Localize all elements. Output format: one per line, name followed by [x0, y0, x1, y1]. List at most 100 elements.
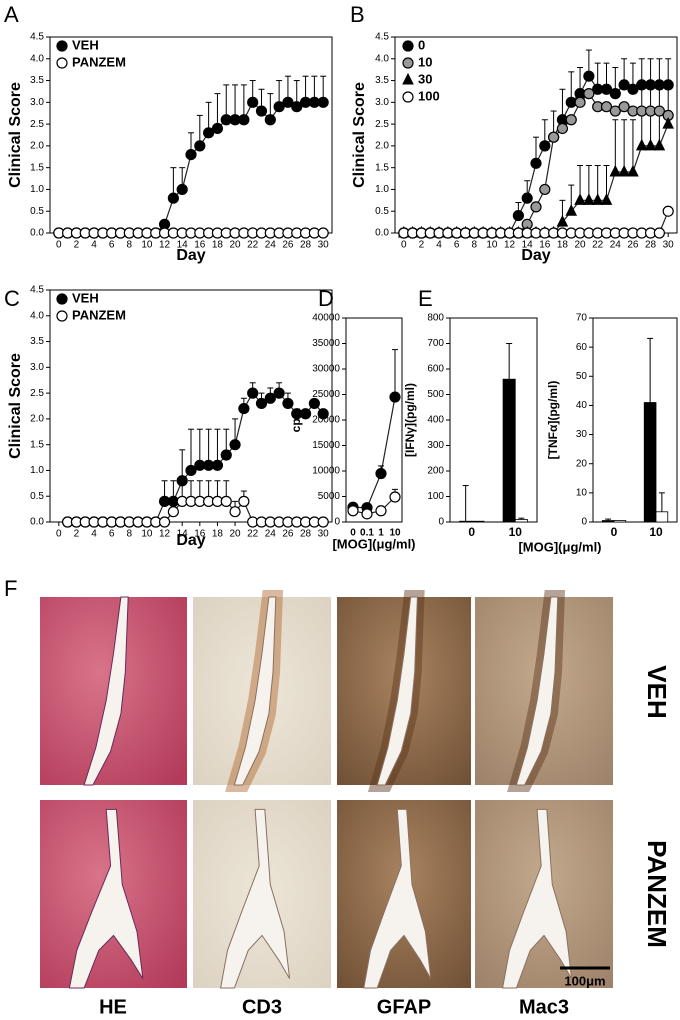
vessel — [68, 808, 144, 989]
x-tick-label: 22 — [247, 240, 259, 251]
data-point — [556, 214, 569, 227]
y-tick-label: 200 — [427, 466, 444, 477]
data-point — [618, 79, 630, 91]
bar — [502, 378, 516, 523]
y-tick-label: 35000 — [312, 338, 340, 349]
data-point — [389, 391, 401, 403]
data-point — [185, 149, 197, 161]
y-tick-label: 3.0 — [30, 362, 44, 373]
legend-label: VEH — [72, 37, 99, 52]
data-point — [255, 105, 268, 117]
data-point — [600, 83, 613, 95]
data-point — [635, 138, 648, 151]
bar — [459, 520, 473, 523]
y-tick-label: 700 — [427, 338, 444, 349]
x-tick-label: 30 — [318, 529, 330, 540]
row-label: VEH — [642, 665, 672, 718]
x-tick-label: 26 — [627, 240, 639, 251]
plot-frame — [449, 317, 538, 523]
data-point — [662, 116, 674, 129]
data-point — [238, 114, 250, 126]
plot-frame — [49, 289, 333, 523]
data-point — [530, 201, 542, 213]
y-axis-label: [TNFα](pg/ml) — [546, 381, 560, 460]
y-tick-label: 5000 — [318, 491, 341, 502]
y-axis-label: Clinical Score — [351, 82, 368, 188]
y-tick-label: 2.0 — [375, 141, 389, 152]
data-point — [238, 495, 250, 507]
data-point — [574, 193, 586, 205]
data-point — [361, 508, 373, 520]
data-point — [600, 193, 613, 205]
y-tick-label: 10000 — [312, 466, 340, 477]
data-point — [167, 192, 179, 204]
x-tick-label: 4 — [91, 240, 97, 251]
legend-marker — [402, 57, 414, 69]
x-tick-label: 18 — [557, 240, 569, 251]
data-point — [229, 506, 241, 518]
column-label: GFAP — [377, 996, 431, 1018]
x-tick-label: 12 — [504, 240, 516, 251]
y-axis-label: cpm — [289, 408, 303, 433]
vessel — [515, 596, 559, 786]
x-tick-label: 0 — [401, 240, 407, 251]
y-tick-label: 10 — [576, 487, 588, 498]
y-tick-label: 600 — [427, 364, 444, 375]
y-tick-label: 0.5 — [375, 206, 389, 217]
series-line — [58, 101, 324, 234]
data-point — [347, 505, 359, 517]
x-tick-label: 24 — [265, 240, 277, 251]
y-tick-label: 2.0 — [30, 141, 44, 152]
data-point — [565, 114, 577, 126]
x-axis-label: Day — [176, 247, 205, 264]
y-tick-label: 0.0 — [30, 228, 44, 239]
y-tick-label: 30000 — [312, 364, 340, 375]
data-point — [273, 101, 285, 113]
x-tick-label: 0 — [611, 525, 618, 539]
x-tick-label: 28 — [645, 240, 657, 251]
legend-label: PANZEM — [72, 54, 126, 69]
x-tick-label: 30 — [663, 240, 675, 251]
data-point — [317, 516, 329, 528]
x-tick-label: 0 — [350, 528, 356, 539]
data-point — [158, 516, 171, 528]
data-point — [618, 164, 630, 177]
bar — [514, 519, 528, 523]
scale-bar-label: 100μm — [564, 973, 605, 988]
column-label: HE — [99, 996, 127, 1018]
x-tick-label: 16 — [194, 529, 206, 540]
y-axis-label: Clinical Score — [7, 353, 24, 459]
legend-marker — [56, 310, 68, 322]
x-tick-label: 18 — [212, 529, 224, 540]
data-point — [317, 96, 329, 108]
x-tick-label: 2 — [74, 529, 80, 540]
vessel — [233, 596, 277, 786]
x-tick-label: 8 — [127, 529, 133, 540]
x-tick-label: 24 — [265, 529, 277, 540]
legend-marker — [56, 40, 68, 52]
data-point — [176, 475, 188, 487]
legend-marker — [402, 40, 414, 52]
y-tick-label: 0.0 — [375, 228, 389, 239]
data-point — [203, 127, 215, 139]
data-point — [653, 105, 665, 117]
x-axis-label: Day — [521, 247, 550, 264]
y-tick-label: 100 — [427, 491, 444, 502]
y-tick-label: 2.5 — [30, 119, 44, 130]
x-tick-label: 6 — [109, 240, 115, 251]
data-point — [662, 205, 674, 217]
vessel — [83, 596, 129, 786]
y-tick-label: 0.5 — [30, 491, 44, 502]
y-tick-label: 0.0 — [30, 517, 44, 528]
x-tick-label: 10 — [486, 240, 498, 251]
x-tick-label: 12 — [159, 240, 171, 251]
data-point — [194, 140, 206, 152]
x-tick-label: 16 — [194, 240, 206, 251]
y-tick-label: 4.0 — [30, 310, 44, 321]
data-point — [282, 397, 294, 410]
y-tick-label: 2.5 — [30, 388, 44, 399]
panel-label: A — [4, 2, 19, 27]
x-tick-label: 28 — [300, 529, 312, 540]
x-tick-label: 10 — [141, 529, 153, 540]
y-tick-label: 2.0 — [30, 414, 44, 425]
